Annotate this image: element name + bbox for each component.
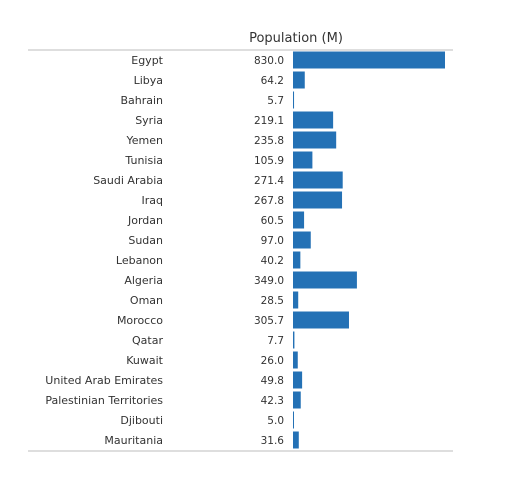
category-label: Mauritania	[104, 434, 163, 447]
value-label: 42.3	[261, 395, 284, 407]
bar	[293, 131, 337, 149]
category-label: Palestinian Territories	[45, 394, 163, 407]
value-label: 28.5	[261, 295, 284, 307]
value-label: 5.7	[267, 95, 284, 107]
bar	[293, 231, 311, 249]
category-label: Oman	[130, 294, 163, 307]
value-label: 305.7	[254, 315, 284, 327]
bar	[293, 51, 445, 69]
value-label: 31.6	[261, 435, 285, 447]
bar	[293, 391, 301, 409]
value-label: 5.0	[267, 415, 284, 427]
category-label: United Arab Emirates	[45, 374, 163, 387]
value-label: 349.0	[254, 275, 284, 287]
bar	[293, 431, 299, 449]
bar	[293, 191, 343, 209]
bar	[293, 271, 357, 289]
bar	[293, 171, 343, 189]
category-label: Tunisia	[124, 154, 163, 167]
bar	[293, 151, 313, 169]
value-label: 7.7	[267, 335, 284, 347]
category-label: Lebanon	[116, 254, 163, 267]
value-label: 830.0	[254, 55, 284, 67]
value-label: 49.8	[261, 375, 284, 387]
chart-title: Population (M)	[249, 31, 343, 46]
bar	[293, 331, 295, 349]
category-label: Algeria	[124, 274, 163, 287]
category-label: Bahrain	[120, 94, 163, 107]
value-label: 105.9	[254, 155, 284, 167]
value-label: 26.0	[261, 355, 284, 367]
bar	[293, 111, 334, 129]
bar	[293, 71, 305, 89]
chart-rows: Egypt 830.0 Libya 64.2 Bahrain 5.7 Syria 219.1 Y…	[45, 51, 445, 449]
bar	[293, 211, 305, 229]
category-label: Egypt	[131, 54, 163, 67]
category-label: Syria	[135, 114, 163, 127]
bar	[293, 371, 303, 389]
value-label: 219.1	[254, 115, 284, 127]
category-label: Iraq	[142, 194, 164, 207]
value-label: 40.2	[261, 255, 284, 267]
bar	[293, 311, 349, 329]
value-label: 235.8	[254, 135, 284, 147]
category-label: Saudi Arabia	[93, 174, 163, 187]
value-label: 271.4	[254, 175, 284, 187]
value-label: 97.0	[261, 235, 284, 247]
category-label: Morocco	[117, 314, 163, 327]
category-label: Sudan	[128, 234, 163, 247]
category-label: Jordan	[127, 214, 163, 227]
value-label: 60.5	[261, 215, 284, 227]
category-label: Qatar	[132, 334, 163, 347]
bar	[293, 351, 298, 369]
category-label: Libya	[134, 74, 163, 87]
bar	[293, 291, 299, 309]
value-label: 64.2	[261, 75, 284, 87]
bar	[293, 411, 294, 429]
category-label: Yemen	[126, 134, 164, 147]
category-label: Djibouti	[120, 414, 163, 427]
bar	[293, 251, 301, 269]
value-label: 267.8	[254, 195, 284, 207]
bar	[293, 91, 295, 109]
category-label: Kuwait	[126, 354, 163, 367]
